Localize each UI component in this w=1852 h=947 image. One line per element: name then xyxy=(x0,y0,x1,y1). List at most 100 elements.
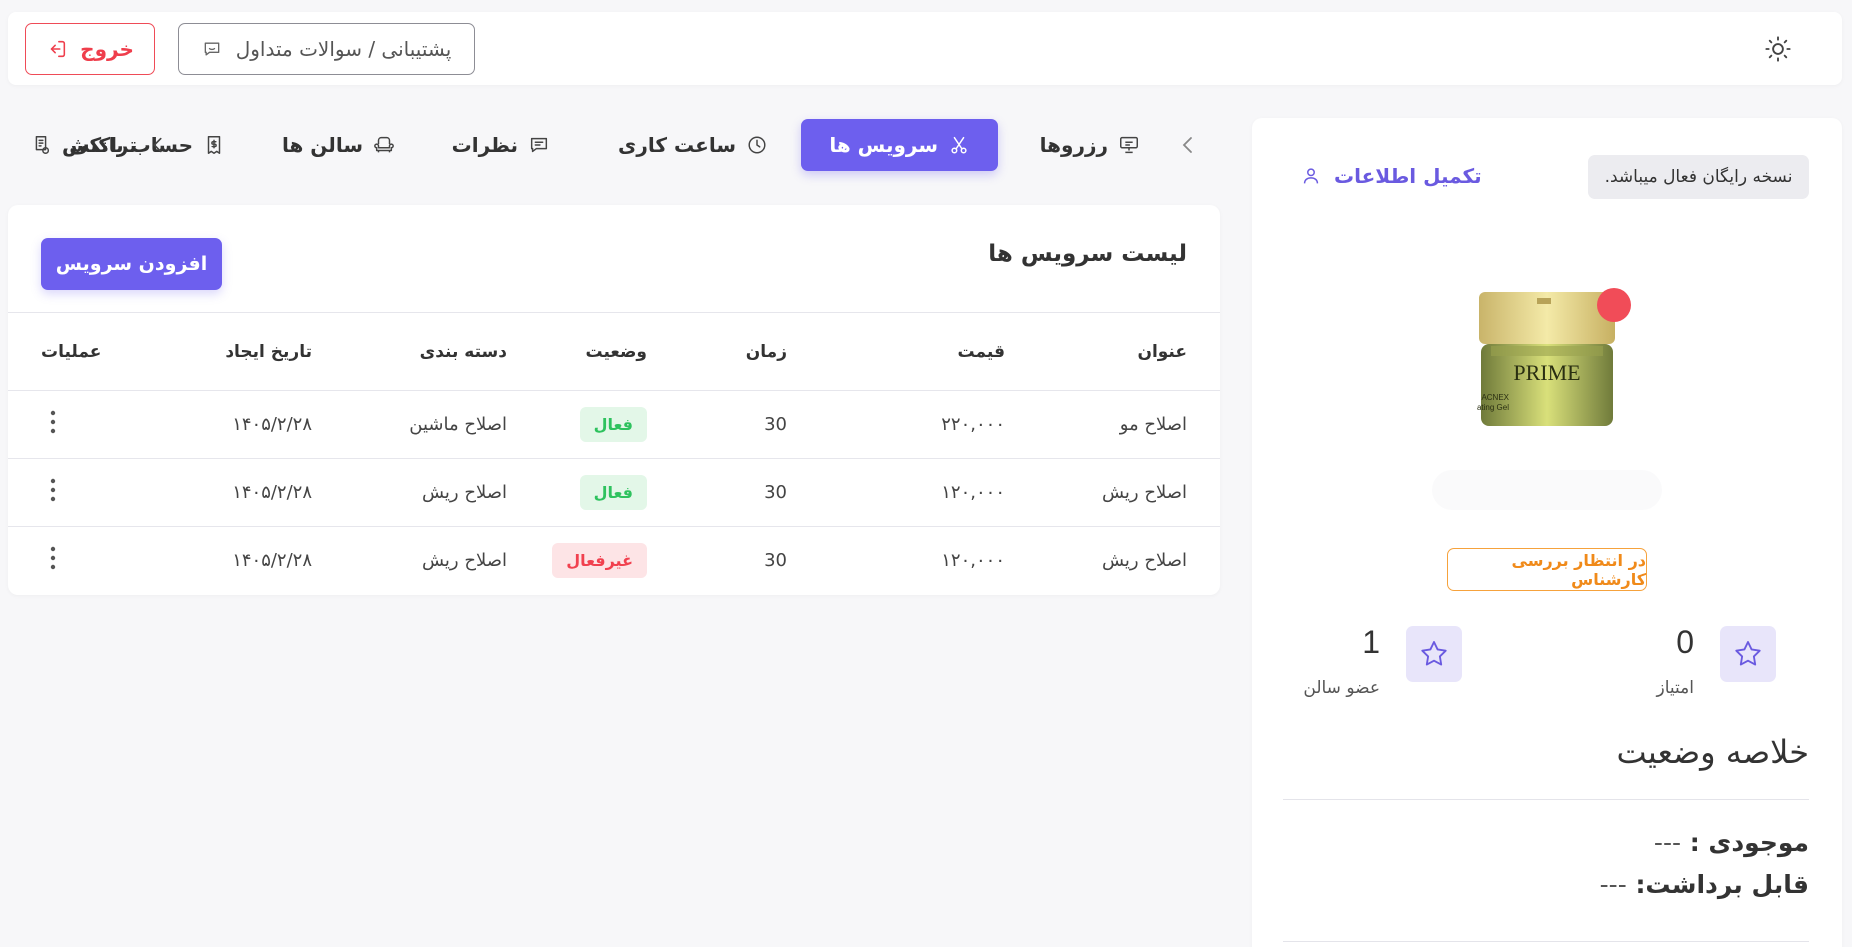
status-badge: فعال xyxy=(579,475,647,510)
summary-title: خلاصه وضعیت xyxy=(1616,733,1809,771)
star-icon xyxy=(1418,638,1450,670)
service-price: ۱۲۰,۰۰۰ xyxy=(787,458,1005,527)
members-label: عضو سالن xyxy=(1303,678,1380,698)
service-time: 30 xyxy=(647,526,787,595)
clock-icon xyxy=(746,134,768,156)
chevron-left-icon[interactable] xyxy=(1176,133,1200,157)
tab-salons[interactable]: سالن ها xyxy=(282,119,395,171)
column-header-date[interactable]: تاریخ ایجاد xyxy=(132,312,312,391)
tab-label: سرویس ها xyxy=(829,133,938,157)
more-vertical-icon[interactable] xyxy=(41,408,65,436)
table-row: اصلاح مو ۲۲۰,۰۰۰ 30 فعال اصلاح ماشین ۱۴۰… xyxy=(8,390,1220,459)
logout-button[interactable]: خروج xyxy=(25,23,155,75)
logout-icon xyxy=(46,38,68,60)
star-icon xyxy=(1732,638,1764,670)
service-title: اصلاح مو xyxy=(1005,390,1220,459)
tab-working-hours[interactable]: ساعت کاری xyxy=(618,119,768,171)
comment-icon xyxy=(528,134,550,156)
user-icon xyxy=(1300,165,1322,187)
service-date: ۱۴۰۵/۲/۲۸ xyxy=(132,526,312,595)
column-header-category[interactable]: دسته بندی xyxy=(312,312,507,391)
tab-bank-account[interactable]: حساب بانکی xyxy=(69,119,225,171)
support-label: پشتیبانی / سوالات متداول xyxy=(235,37,452,61)
placeholder-bar xyxy=(1432,470,1662,510)
more-vertical-icon[interactable] xyxy=(41,476,65,504)
column-header-price[interactable]: قیمت xyxy=(787,312,1005,391)
status-badge: غیرفعال xyxy=(552,543,647,579)
complete-info-label: تکمیل اطلاعات xyxy=(1334,164,1482,188)
chat-icon xyxy=(202,39,222,59)
points-value: 0 xyxy=(1676,624,1694,660)
service-category: اصلاح ریش xyxy=(312,526,507,595)
tab-label: سالن ها xyxy=(281,133,363,157)
product-subtitle-text: Ultra-Hydrating Gel xyxy=(1477,403,1509,412)
status-badge: فعال xyxy=(579,407,647,442)
services-table: عنوان قیمت زمان وضعیت دسته بندی تاریخ ای… xyxy=(8,312,1220,595)
service-title: اصلاح ریش xyxy=(1005,458,1220,527)
chevron-left-icon xyxy=(147,134,169,156)
table-row: اصلاح ریش ۱۲۰,۰۰۰ 30 غیرفعال اصلاح ریش ۱… xyxy=(8,526,1220,595)
transaction-icon xyxy=(30,134,52,156)
logout-label: خروج xyxy=(80,37,134,61)
scissors-icon xyxy=(948,134,970,156)
add-service-button[interactable]: افزودن سرویس xyxy=(41,238,222,290)
service-title: اصلاح ریش xyxy=(1005,526,1220,595)
presentation-icon xyxy=(1118,134,1140,156)
armchair-icon xyxy=(373,134,395,156)
table-row: اصلاح ریش ۱۲۰,۰۰۰ 30 فعال اصلاح ریش ۱۴۰۵… xyxy=(8,458,1220,527)
operations-cell xyxy=(8,526,132,595)
notification-dot xyxy=(1597,288,1631,322)
inventory-label: موجودی : xyxy=(1681,828,1809,857)
tab-comments[interactable]: نظرات xyxy=(452,119,550,171)
members-star-box xyxy=(1406,626,1462,682)
services-card: لیست سرویس ها افزودن سرویس عنوان قیمت زم… xyxy=(8,205,1220,595)
tab-label: حساب بانکی xyxy=(69,133,193,157)
divider xyxy=(1283,941,1809,942)
free-version-badge: نسخه رایگان فعال میباشد. xyxy=(1588,155,1809,199)
tab-label: رزروها xyxy=(1039,133,1108,157)
members-stat: 1 عضو سالن xyxy=(1262,624,1462,706)
column-header-status[interactable]: وضعیت xyxy=(507,312,647,391)
inventory-value: --- xyxy=(1653,828,1681,857)
service-price: ۲۲۰,۰۰۰ xyxy=(787,390,1005,459)
column-header-title[interactable]: عنوان xyxy=(1005,312,1220,391)
review-status-badge: در انتظار بررسی کارشناس xyxy=(1447,548,1647,591)
services-list-title: لیست سرویس ها xyxy=(988,241,1187,267)
service-time: 30 xyxy=(647,390,787,459)
points-label: امتیاز xyxy=(1656,678,1694,698)
tab-label: ساعت کاری xyxy=(618,133,736,157)
members-value: 1 xyxy=(1362,624,1380,660)
sun-icon[interactable] xyxy=(1764,35,1792,63)
tab-label: تراکنش xyxy=(62,133,137,157)
service-date: ۱۴۰۵/۲/۲۸ xyxy=(132,458,312,527)
service-category: اصلاح ماشین xyxy=(312,390,507,459)
more-vertical-icon[interactable] xyxy=(41,544,65,572)
service-status-cell: غیرفعال xyxy=(507,526,647,595)
service-status-cell: فعال xyxy=(507,458,647,527)
withdrawable-label: قابل برداشت: xyxy=(1626,870,1809,899)
receipt-icon xyxy=(203,134,225,156)
complete-info-link[interactable]: تکمیل اطلاعات xyxy=(1300,164,1482,188)
tab-label: نظرات xyxy=(451,133,518,157)
withdrawable-row: قابل برداشت: --- xyxy=(1600,870,1809,899)
profile-product-image: PRIME ACNEX Ultra-Hydrating Gel xyxy=(1477,288,1617,430)
column-header-operations: عملیات xyxy=(8,312,132,391)
points-stat: 0 امتیاز xyxy=(1576,624,1776,706)
product-brand-text: PRIME xyxy=(1513,360,1580,385)
tab-services[interactable]: سرویس ها xyxy=(801,119,998,171)
main-tabs: رزروها سرویس ها ساعت کاری نظرات سالن ها … xyxy=(30,119,1200,173)
top-header: پشتیبانی / سوالات متداول خروج xyxy=(8,12,1842,85)
operations-cell xyxy=(8,390,132,459)
column-header-time[interactable]: زمان xyxy=(647,312,787,391)
product-line-text: ACNEX xyxy=(1481,393,1509,402)
tab-transactions[interactable]: تراکنش xyxy=(30,119,169,171)
withdrawable-value: --- xyxy=(1599,870,1627,899)
support-faq-button[interactable]: پشتیبانی / سوالات متداول xyxy=(178,23,475,75)
service-price: ۱۲۰,۰۰۰ xyxy=(787,526,1005,595)
service-date: ۱۴۰۵/۲/۲۸ xyxy=(132,390,312,459)
service-category: اصلاح ریش xyxy=(312,458,507,527)
tab-reservations[interactable]: رزروها xyxy=(1040,119,1140,171)
points-star-box xyxy=(1720,626,1776,682)
inventory-row: موجودی : --- xyxy=(1654,828,1809,857)
profile-card: نسخه رایگان فعال میباشد. تکمیل اطلاعات xyxy=(1252,118,1842,947)
